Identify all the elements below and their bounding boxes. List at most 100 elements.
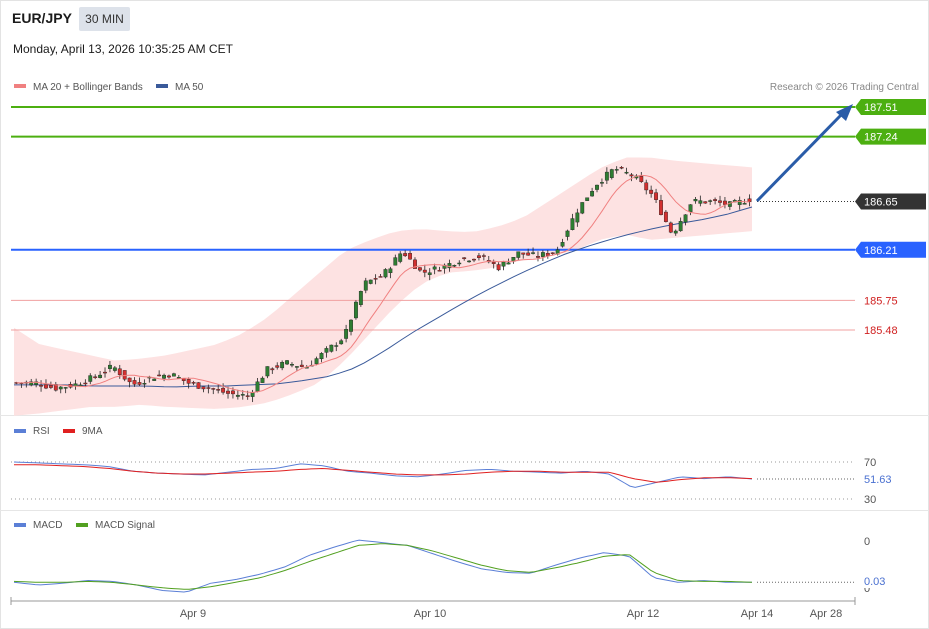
candle bbox=[472, 258, 476, 261]
candle bbox=[44, 384, 48, 389]
candle bbox=[344, 329, 349, 339]
macd-tick: 0 bbox=[864, 536, 870, 548]
legend-swatch bbox=[14, 84, 26, 88]
candle bbox=[491, 261, 496, 264]
candle bbox=[388, 268, 393, 274]
candle bbox=[644, 182, 649, 191]
candle bbox=[383, 269, 388, 278]
candle bbox=[255, 381, 260, 392]
candle bbox=[678, 221, 683, 232]
candle bbox=[447, 263, 452, 269]
candle bbox=[34, 381, 39, 385]
candle bbox=[654, 192, 658, 200]
candle bbox=[604, 171, 609, 181]
candle bbox=[624, 171, 629, 174]
candle bbox=[413, 259, 417, 269]
candle bbox=[595, 184, 599, 190]
rsi-tick-30: 30 bbox=[864, 494, 876, 506]
candle bbox=[506, 262, 511, 265]
candle bbox=[299, 364, 304, 367]
candle bbox=[531, 252, 535, 254]
candle bbox=[88, 375, 93, 382]
candle bbox=[78, 384, 83, 387]
timestamp: Monday, April 13, 2026 10:35:25 AM CET bbox=[13, 42, 233, 56]
candle bbox=[600, 182, 604, 184]
candle bbox=[585, 197, 590, 201]
candle bbox=[609, 169, 614, 178]
symbol-title: EUR/JPY bbox=[12, 10, 72, 26]
candle bbox=[398, 253, 403, 262]
candle bbox=[580, 202, 585, 214]
candle bbox=[108, 364, 112, 369]
resistance-tag bbox=[855, 128, 926, 145]
candle bbox=[250, 392, 255, 397]
candle bbox=[496, 264, 501, 271]
candle bbox=[378, 276, 383, 278]
last-tag bbox=[855, 193, 926, 210]
candle bbox=[673, 230, 678, 234]
macd-tick: 0 bbox=[864, 583, 870, 595]
x-tick-label: Apr 28 bbox=[810, 608, 842, 620]
legend-label: RSI bbox=[33, 426, 50, 437]
candle bbox=[122, 370, 127, 380]
candle bbox=[290, 364, 294, 366]
x-tick-label: Apr 10 bbox=[414, 608, 446, 620]
candle bbox=[339, 340, 344, 345]
candle bbox=[93, 376, 98, 378]
rsi-ma-line bbox=[14, 464, 753, 483]
legend-swatch bbox=[14, 523, 26, 527]
candle bbox=[280, 362, 285, 369]
credit-text: Research © 2026 Trading Central bbox=[770, 82, 919, 93]
x-tick-label: Apr 12 bbox=[627, 608, 659, 620]
candle bbox=[98, 374, 103, 378]
candle bbox=[442, 264, 447, 269]
macd-signal-line bbox=[13, 543, 753, 590]
candle bbox=[457, 262, 462, 265]
ma50-line bbox=[14, 206, 753, 388]
candle bbox=[708, 200, 713, 202]
candle bbox=[698, 200, 703, 204]
rsi-line bbox=[13, 461, 753, 488]
candle bbox=[191, 382, 196, 384]
last-label: 186.65 bbox=[864, 196, 898, 208]
candle bbox=[137, 382, 142, 385]
candle bbox=[422, 269, 427, 273]
candle bbox=[565, 230, 570, 237]
candle bbox=[29, 381, 34, 386]
interval-selector[interactable]: 30 MIN bbox=[79, 7, 130, 31]
candle bbox=[53, 384, 58, 391]
candle bbox=[373, 278, 378, 280]
candle bbox=[432, 266, 437, 270]
candle bbox=[201, 386, 206, 390]
candle bbox=[83, 382, 88, 385]
resistance-label: 187.51 bbox=[864, 102, 898, 114]
candle bbox=[516, 251, 521, 258]
candle bbox=[103, 371, 107, 374]
legend-swatch bbox=[14, 429, 26, 433]
candle bbox=[167, 375, 171, 378]
candle bbox=[723, 200, 727, 205]
candle bbox=[112, 367, 117, 371]
candle bbox=[649, 189, 654, 194]
candle bbox=[186, 379, 191, 384]
candle bbox=[216, 389, 221, 391]
candle bbox=[467, 260, 472, 263]
candle bbox=[221, 387, 226, 393]
legend-label: MACD Signal bbox=[95, 520, 155, 531]
candle bbox=[718, 200, 722, 203]
candle bbox=[265, 366, 270, 377]
candle bbox=[368, 279, 373, 284]
candle bbox=[521, 252, 526, 255]
candle bbox=[206, 387, 211, 389]
ma20-line bbox=[16, 174, 750, 394]
candle bbox=[314, 358, 319, 365]
candle bbox=[452, 265, 457, 267]
candle bbox=[211, 388, 216, 390]
candle bbox=[275, 365, 280, 368]
legend-swatch bbox=[156, 84, 168, 88]
forecast-arrow-head bbox=[836, 104, 853, 121]
resistance-label: 187.24 bbox=[864, 132, 898, 144]
pivot-tag bbox=[855, 241, 926, 258]
candle bbox=[703, 201, 708, 204]
